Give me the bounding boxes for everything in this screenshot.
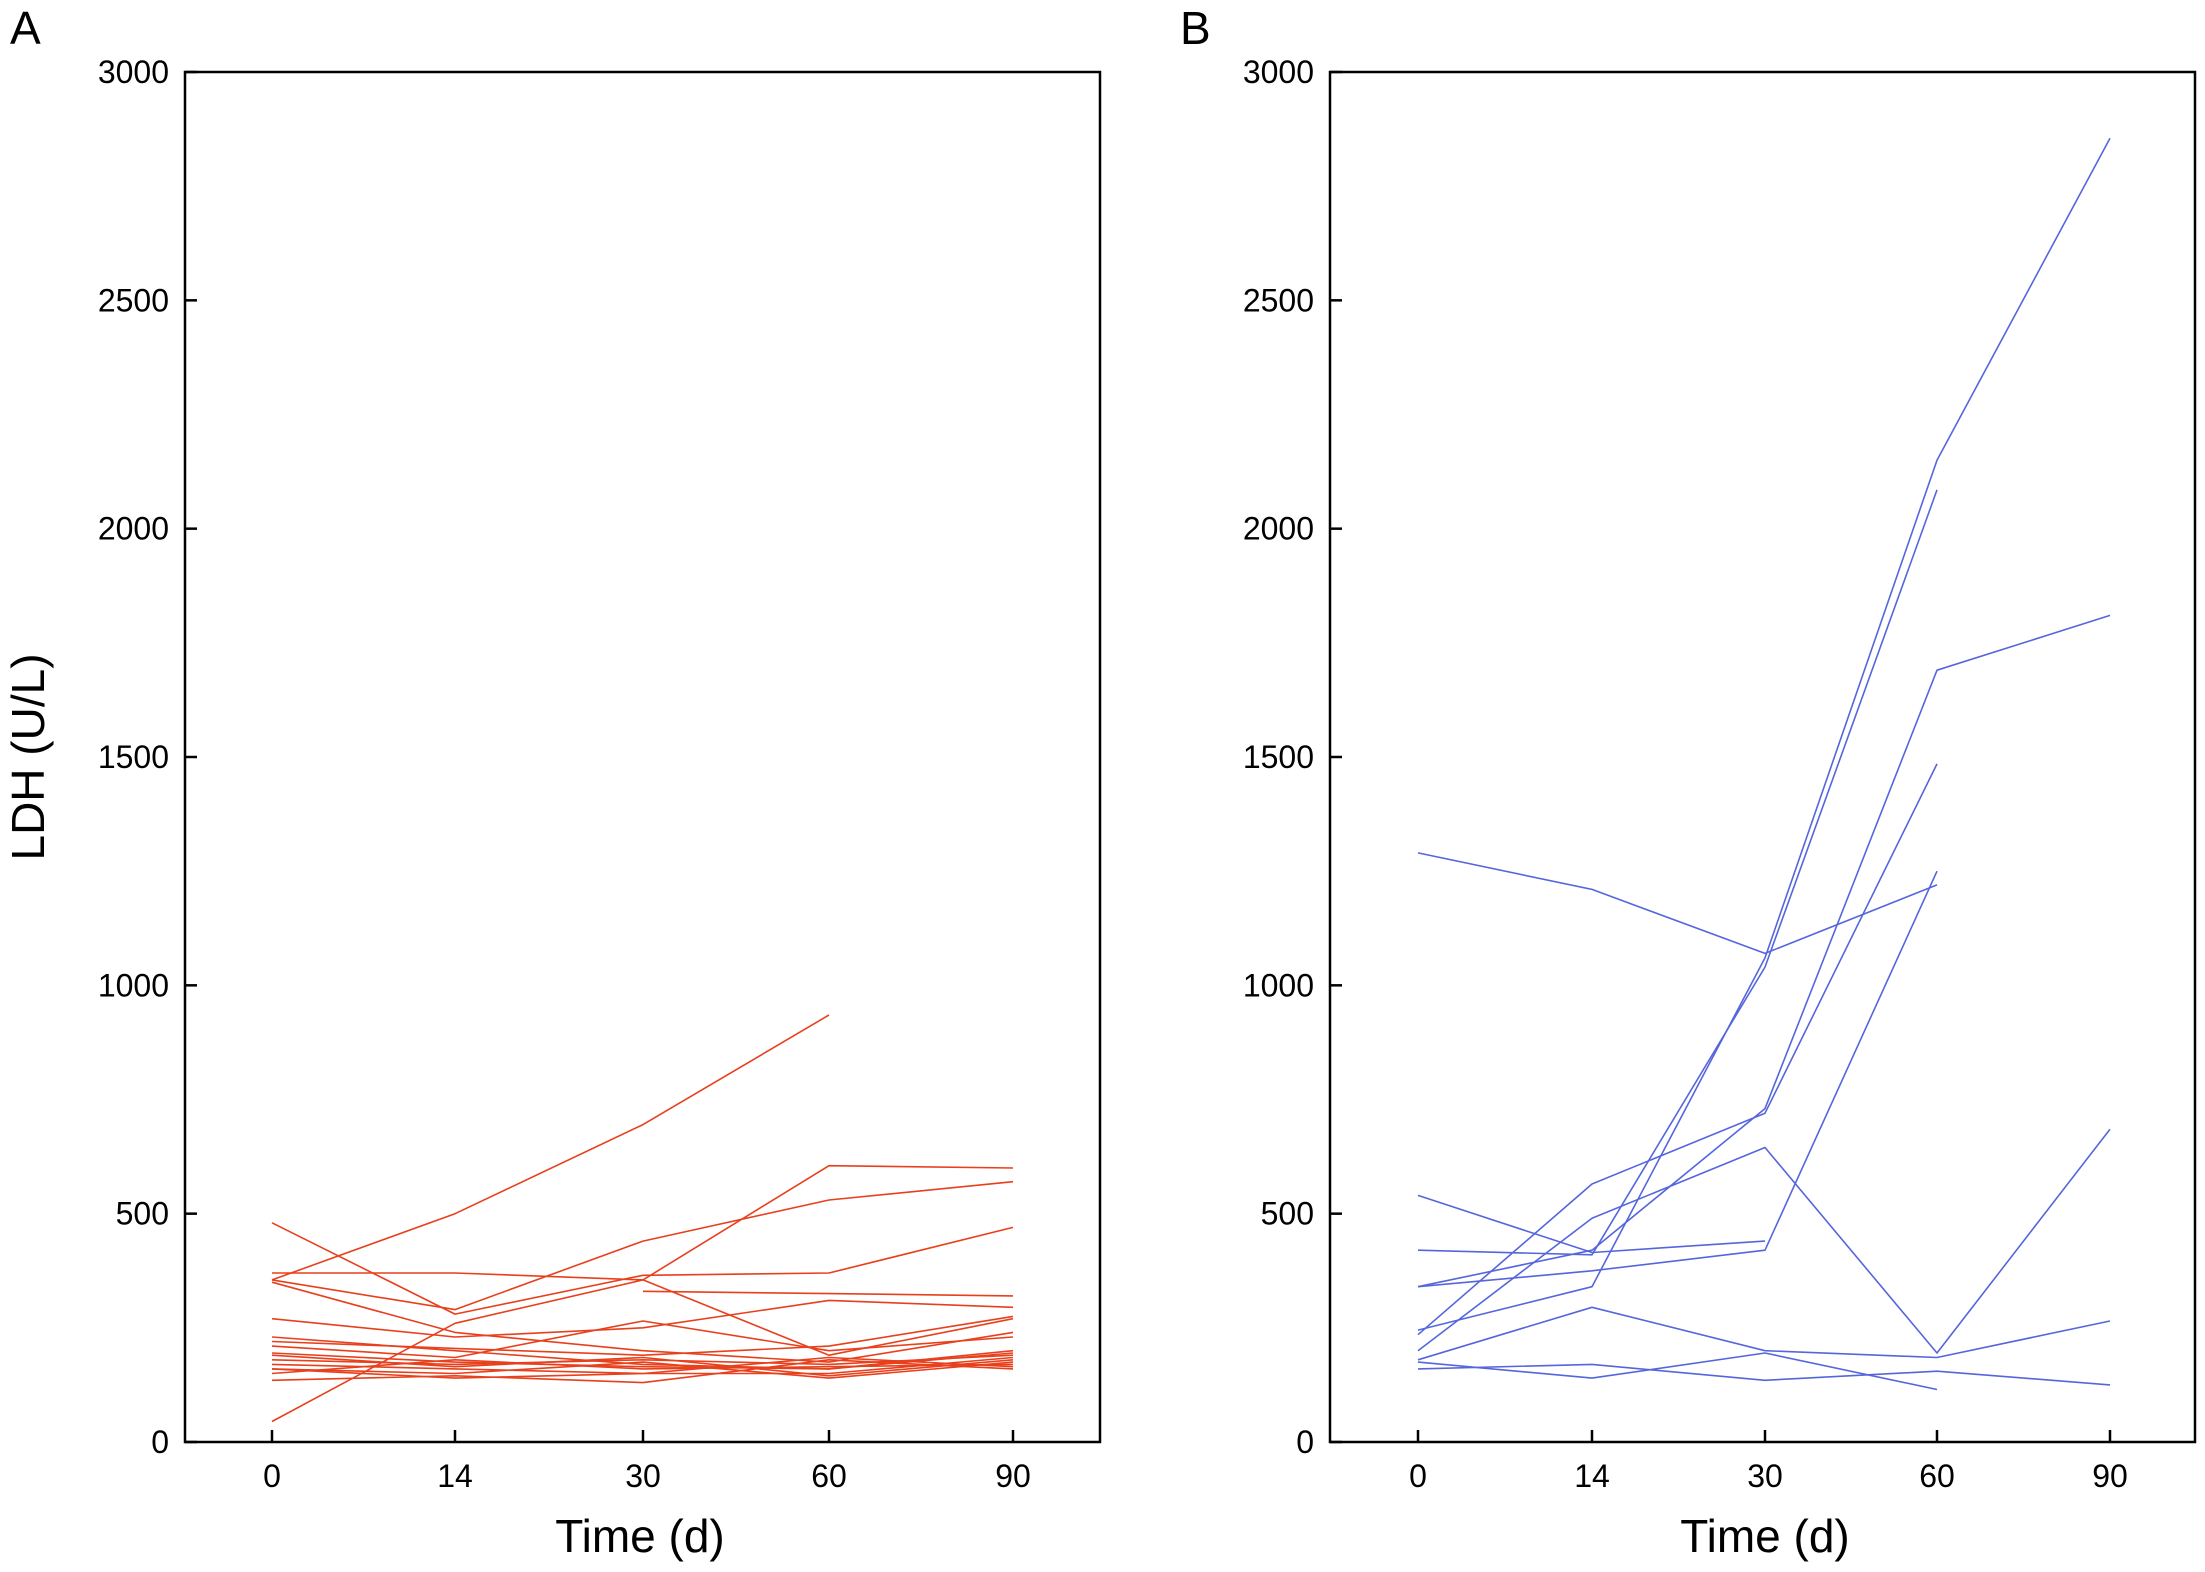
series-line-a-5 bbox=[271, 1299, 1014, 1338]
panel-label-a: A bbox=[10, 2, 41, 54]
x-tick-label-a-1: 14 bbox=[437, 1458, 473, 1494]
series-line-a-0 bbox=[271, 1014, 830, 1281]
series-line-b-10 bbox=[1417, 1352, 1938, 1391]
series-line-a-18 bbox=[271, 1356, 1014, 1379]
series-line-b-5 bbox=[1417, 870, 1938, 1288]
series-line-b-9 bbox=[1417, 1363, 2111, 1386]
x-tick-label-b-1: 14 bbox=[1574, 1458, 1610, 1494]
tick-group-a: 0 500 1000 1500 2000 2500 3000 0 14 30 60 90 bbox=[98, 54, 1031, 1494]
y-tick-label-a-1: 500 bbox=[116, 1196, 169, 1232]
x-tick-label-b-0: 0 bbox=[1409, 1458, 1427, 1494]
y-tick-label-a-2: 1000 bbox=[98, 967, 169, 1003]
series-line-b-4 bbox=[1417, 852, 1938, 955]
series-group-b bbox=[1417, 137, 2111, 1391]
series-line-a-13 bbox=[271, 1361, 1014, 1379]
panel-label-b: B bbox=[1180, 2, 1211, 54]
y-tick-label-b-1: 500 bbox=[1261, 1196, 1314, 1232]
series-line-a-14 bbox=[271, 1359, 1014, 1375]
series-line-a-1 bbox=[272, 1164, 1014, 1281]
panel-b: B 0 500 1000 1500 2000 2500 3000 0 14 30 60 90 Time… bbox=[1180, 2, 2197, 1562]
series-line-a-2 bbox=[271, 1180, 1014, 1311]
y-tick-label-a-5: 2500 bbox=[98, 282, 169, 318]
y-tick-label-b-4: 2000 bbox=[1243, 511, 1314, 547]
x-axis-title-a: Time (d) bbox=[555, 1510, 725, 1562]
series-line-b-6 bbox=[1417, 1194, 1766, 1254]
x-tick-label-b-4: 90 bbox=[2092, 1458, 2128, 1494]
y-tick-label-b-6: 3000 bbox=[1243, 54, 1314, 90]
series-line-a-4 bbox=[642, 1290, 1014, 1297]
series-line-a-9 bbox=[271, 1320, 1014, 1359]
tick-group-b: 0 500 1000 1500 2000 2500 3000 0 14 30 60 90 bbox=[1243, 54, 2128, 1494]
y-tick-label-b-2: 1000 bbox=[1243, 967, 1314, 1003]
series-group-a bbox=[271, 1014, 1014, 1423]
series-line-b-3 bbox=[1417, 763, 1938, 1336]
x-tick-label-b-2: 30 bbox=[1747, 1458, 1783, 1494]
y-axis-title-a: LDH (U/L) bbox=[2, 653, 54, 860]
series-line-a-3 bbox=[271, 1222, 1014, 1315]
y-tick-label-b-5: 2500 bbox=[1243, 282, 1314, 318]
series-line-b-8 bbox=[1417, 1306, 2111, 1361]
y-tick-label-b-3: 1500 bbox=[1243, 739, 1314, 775]
series-line-a-7 bbox=[271, 1281, 1014, 1363]
y-tick-label-a-6: 3000 bbox=[98, 54, 169, 90]
x-tick-label-a-3: 60 bbox=[811, 1458, 847, 1494]
plot-frame-a bbox=[183, 70, 1102, 1444]
y-tick-label-a-0: 0 bbox=[151, 1424, 169, 1460]
series-line-b-1 bbox=[1417, 489, 1938, 1256]
x-axis-title-b: Time (d) bbox=[1680, 1510, 1850, 1562]
y-tick-label-a-3: 1500 bbox=[98, 739, 169, 775]
x-tick-label-a-4: 90 bbox=[995, 1458, 1031, 1494]
series-line-a-6 bbox=[271, 1279, 1014, 1423]
series-line-a-16 bbox=[271, 1336, 1014, 1370]
series-line-b-2 bbox=[1417, 614, 2111, 1288]
series-line-a-17 bbox=[271, 1354, 1014, 1377]
panel-a: A 0 500 1000 1500 2000 2500 3000 0 14 30 60 90 Time… bbox=[2, 2, 1102, 1562]
y-tick-label-a-4: 2000 bbox=[98, 511, 169, 547]
series-line-b-7 bbox=[1417, 1128, 2111, 1354]
series-line-a-8 bbox=[271, 1315, 1014, 1356]
x-tick-label-a-0: 0 bbox=[263, 1458, 281, 1494]
y-tick-label-b-0: 0 bbox=[1296, 1424, 1314, 1460]
series-line-b-0 bbox=[1417, 137, 2111, 1331]
x-tick-label-a-2: 30 bbox=[625, 1458, 661, 1494]
x-tick-label-b-3: 60 bbox=[1919, 1458, 1955, 1494]
plot-frame-b bbox=[1328, 70, 2197, 1444]
